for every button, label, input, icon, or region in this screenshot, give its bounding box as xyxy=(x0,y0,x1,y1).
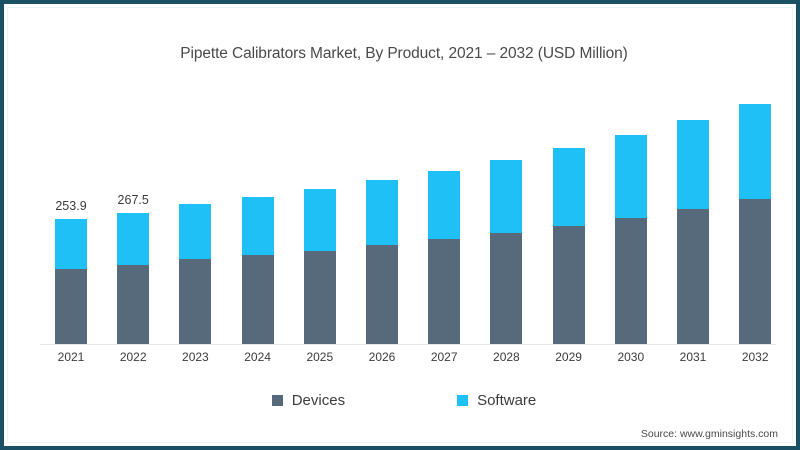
bar-segment-software-2032[interactable] xyxy=(739,104,772,200)
x-tick-2029: 2029 xyxy=(555,350,582,364)
bar-2032[interactable] xyxy=(739,104,772,344)
bar-2028[interactable] xyxy=(490,160,523,344)
bar-segment-software-2025[interactable] xyxy=(303,189,336,251)
bar-segment-software-2026[interactable] xyxy=(366,180,398,246)
bar-segment-devices-2025[interactable] xyxy=(303,250,336,344)
bar-segment-devices-2023[interactable] xyxy=(179,259,212,344)
x-axis-baseline xyxy=(40,344,776,345)
bar-segment-devices-2029[interactable] xyxy=(552,225,585,344)
bar-segment-devices-2027[interactable] xyxy=(428,239,461,344)
bar-segment-software-2028[interactable] xyxy=(490,160,523,234)
bar-segment-devices-2032[interactable] xyxy=(739,199,772,344)
bar-segment-software-2024[interactable] xyxy=(241,196,274,256)
bar-segment-software-2030[interactable] xyxy=(614,135,647,218)
chart-title: Pipette Calibrators Market, By Product, … xyxy=(180,45,628,62)
chart-legend: Devices Software xyxy=(4,392,796,409)
bar-2026[interactable] xyxy=(366,180,398,344)
bar-segment-software-2021[interactable] xyxy=(55,219,87,269)
legend-label-devices: Devices xyxy=(291,392,346,409)
x-tick-2027: 2027 xyxy=(430,350,458,364)
bar-segment-software-2029[interactable] xyxy=(552,148,585,226)
bar-2027[interactable] xyxy=(428,170,461,344)
source-attribution: Source: www.gminsights.com xyxy=(640,428,778,440)
x-tick-2028: 2028 xyxy=(493,350,520,364)
x-tick-2026: 2026 xyxy=(368,350,396,364)
legend-item-software[interactable]: Software xyxy=(457,392,536,409)
x-tick-2021: 2021 xyxy=(57,350,85,364)
bar-2021[interactable] xyxy=(55,219,87,344)
bar-segment-software-2023[interactable] xyxy=(179,203,212,260)
x-tick-2032: 2032 xyxy=(741,350,769,364)
bar-segment-software-2031[interactable] xyxy=(677,120,709,210)
bar-segment-devices-2022[interactable] xyxy=(117,264,150,344)
legend-item-devices[interactable]: Devices xyxy=(271,392,346,409)
bar-segment-devices-2026[interactable] xyxy=(366,245,398,344)
bar-segment-devices-2024[interactable] xyxy=(241,255,274,344)
bar-2024[interactable] xyxy=(241,196,274,344)
bar-2023[interactable] xyxy=(179,203,212,344)
bar-2030[interactable] xyxy=(614,135,647,344)
bar-2022[interactable] xyxy=(117,212,150,344)
legend-label-software: Software xyxy=(477,392,537,409)
x-tick-2024: 2024 xyxy=(244,350,271,364)
bar-segment-devices-2028[interactable] xyxy=(490,233,523,344)
x-tick-2022: 2022 xyxy=(119,350,147,364)
bar-2025[interactable] xyxy=(303,189,336,344)
bar-segment-devices-2031[interactable] xyxy=(677,209,709,344)
bar-segment-software-2022[interactable] xyxy=(117,212,150,265)
x-tick-2031: 2031 xyxy=(679,350,707,364)
x-tick-2025: 2025 xyxy=(306,350,334,364)
legend-swatch-devices xyxy=(271,395,283,406)
bar-2031[interactable] xyxy=(677,120,709,344)
x-tick-2023: 2023 xyxy=(182,350,209,364)
bar-value-label-2021: 253.9 xyxy=(55,199,87,214)
bar-segment-software-2027[interactable] xyxy=(428,170,461,240)
bar-value-label-2022: 267.5 xyxy=(117,192,149,207)
bar-2029[interactable] xyxy=(552,148,585,344)
plot-area: 253.9 2021 267.5 2022 2023 2024 2025 2026 2027 20… xyxy=(4,4,796,446)
bar-segment-devices-2021[interactable] xyxy=(55,268,87,344)
legend-swatch-software xyxy=(457,395,469,406)
x-tick-2030: 2030 xyxy=(617,350,645,364)
bar-segment-devices-2030[interactable] xyxy=(614,217,647,344)
